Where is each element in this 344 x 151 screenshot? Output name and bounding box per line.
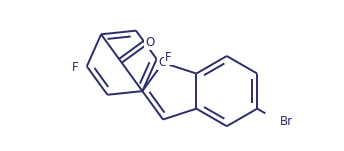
Text: Br: Br	[279, 115, 293, 128]
Text: F: F	[165, 51, 172, 64]
Text: O: O	[146, 36, 155, 49]
Text: O: O	[158, 56, 168, 69]
Text: F: F	[72, 61, 78, 74]
